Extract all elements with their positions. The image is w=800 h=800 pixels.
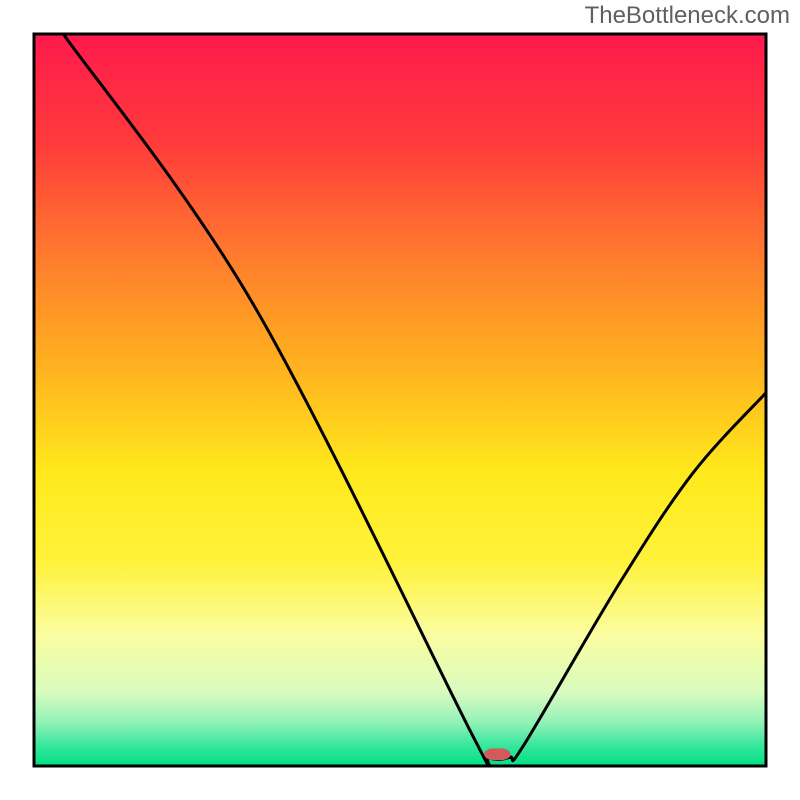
gradient-v-chart — [0, 0, 800, 800]
minimum-marker — [484, 748, 510, 760]
watermark-text: TheBottleneck.com — [585, 2, 790, 30]
chart-container: TheBottleneck.com — [0, 0, 800, 800]
